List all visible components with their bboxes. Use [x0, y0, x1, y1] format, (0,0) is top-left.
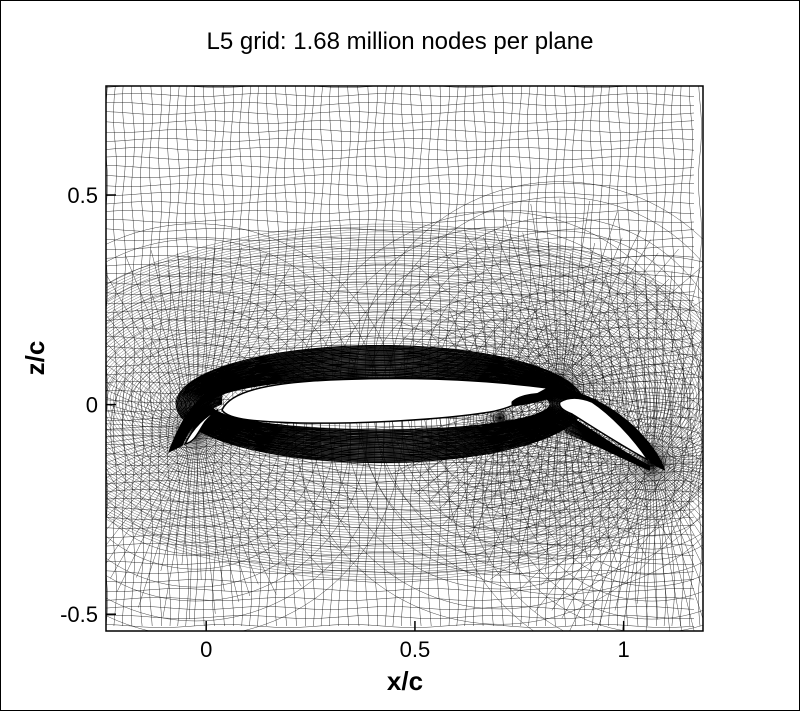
wing-cove	[511, 392, 558, 407]
flap-element	[558, 397, 649, 461]
mesh-grid	[106, 86, 703, 631]
x-axis: 0 0.5 1	[200, 621, 630, 662]
x-tick-label: 0	[200, 637, 212, 662]
plot-area-border	[105, 85, 704, 632]
airfoil-elements	[183, 377, 649, 461]
y-tick-label: -0.5	[60, 602, 98, 627]
figure-title: L5 grid: 1.68 million nodes per plane	[206, 28, 594, 55]
y-axis: 0.5 0 -0.5	[60, 183, 116, 627]
y-tick-label: 0.5	[67, 183, 98, 208]
y-axis-label: z/c	[20, 341, 50, 376]
x-tick-label: 1	[618, 637, 630, 662]
x-axis-label: x/c	[387, 666, 423, 696]
slat-element	[183, 409, 219, 446]
x-tick-label: 0.5	[400, 637, 431, 662]
singular-point-fan	[445, 255, 703, 631]
y-tick-label: 0	[86, 393, 98, 418]
